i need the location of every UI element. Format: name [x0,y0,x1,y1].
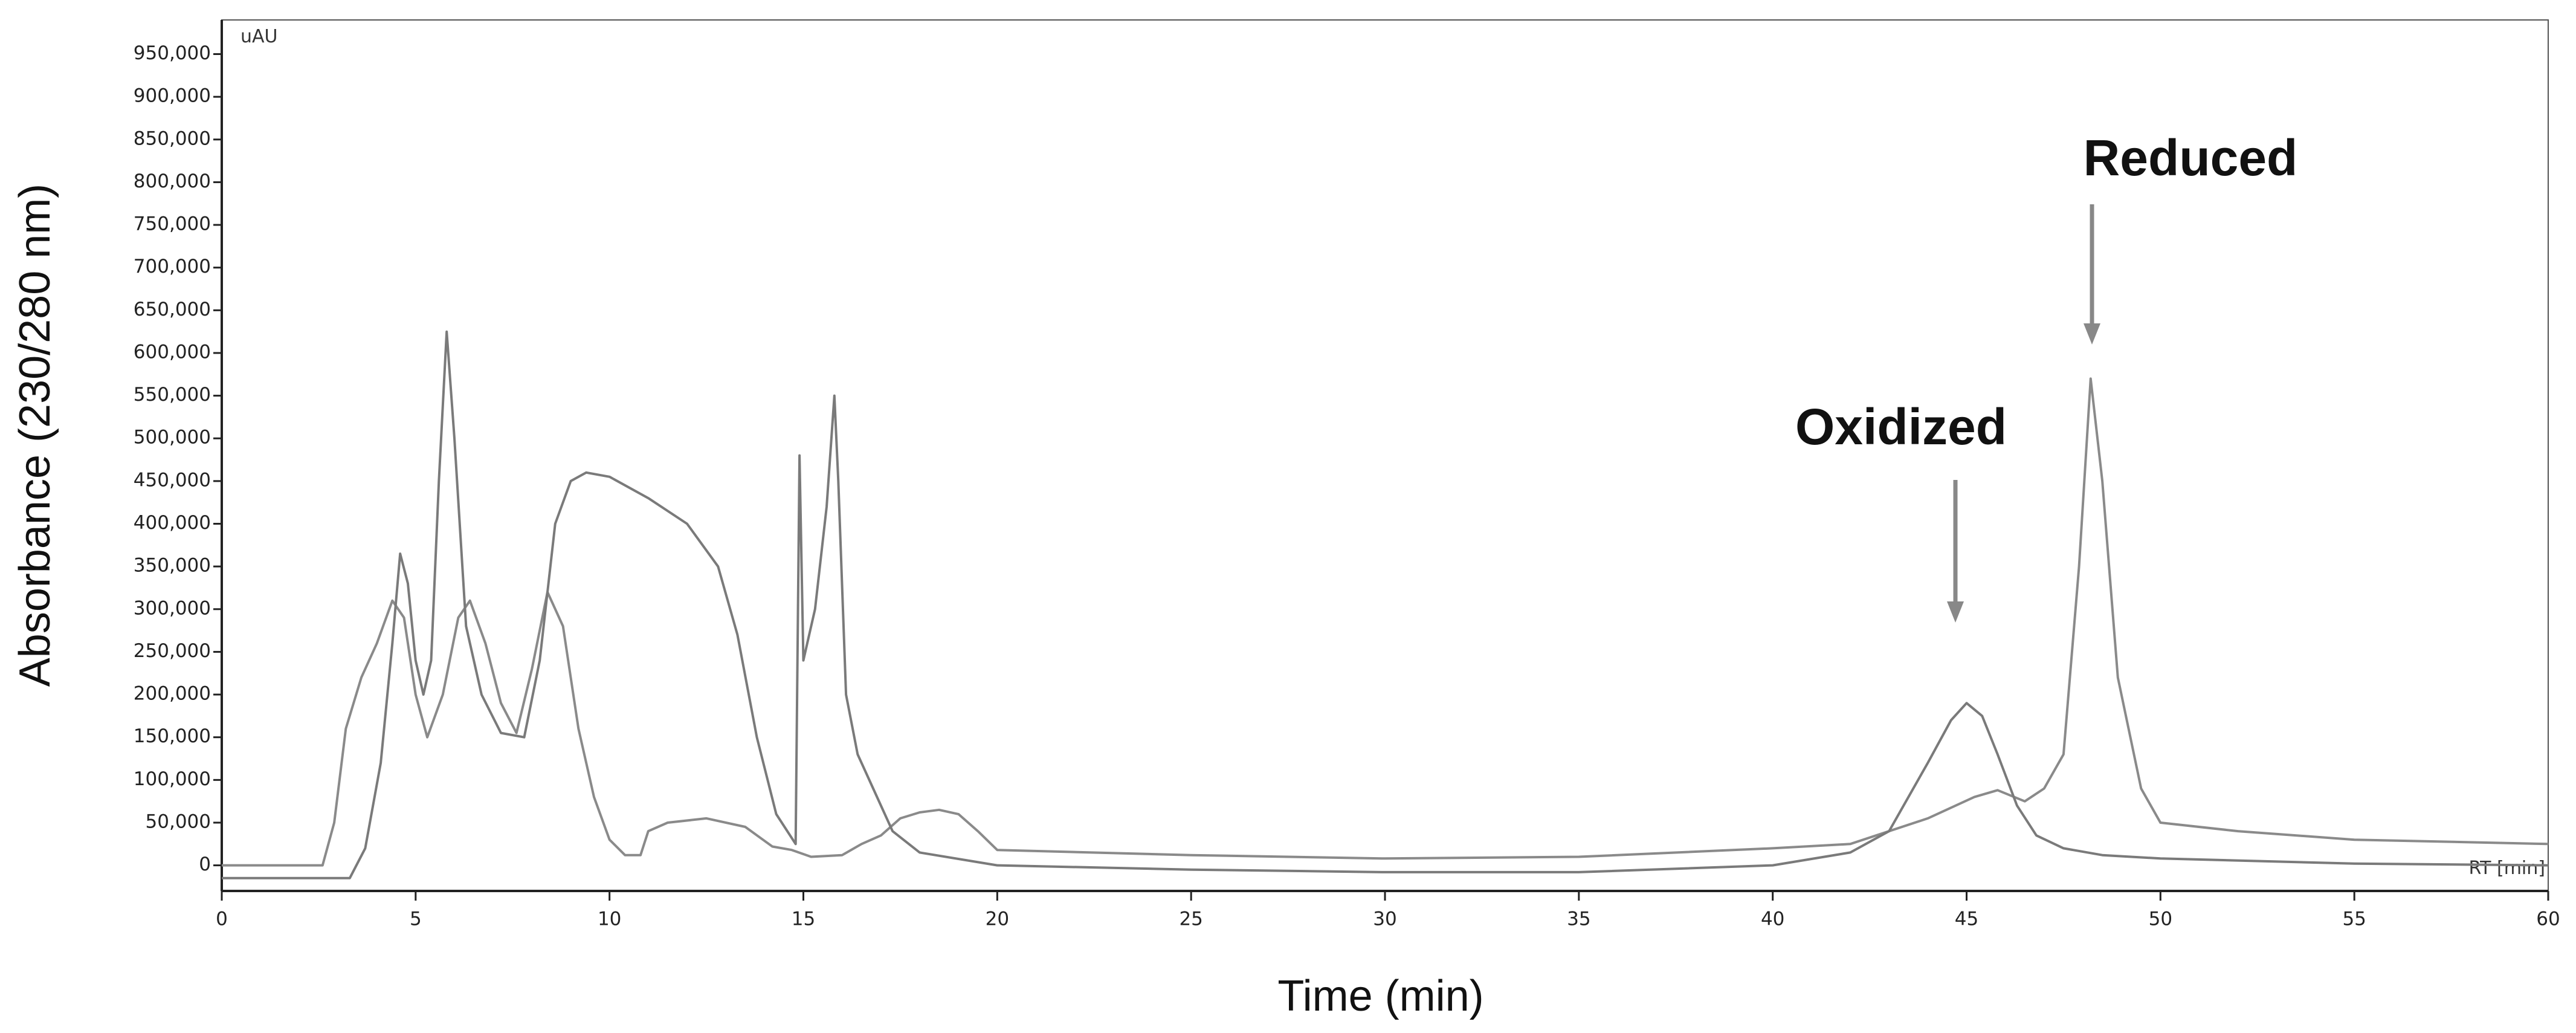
x-tick-label: 55 [2342,908,2366,930]
y-tick-label: 800,000 [134,170,211,192]
x-tick-label: 50 [2149,908,2172,930]
y-tick-label: 650,000 [134,299,211,320]
y-tick-label: 450,000 [134,469,211,491]
y-unit: uAU [240,26,278,47]
y-tick-label: 400,000 [134,512,211,534]
annotation: Oxidized [1795,398,2007,455]
y-tick-label: 100,000 [134,768,211,790]
y-tick-label: 50,000 [146,811,211,832]
chromatogram-line [222,330,2549,879]
x-tick-label: 5 [410,908,422,930]
x-tick-label: 35 [1567,908,1590,930]
y-tick-label: 950,000 [134,42,211,64]
x-tick-label: 0 [216,908,228,930]
y-tick-label: 600,000 [134,341,211,363]
plot-frame [221,19,2549,892]
x-tick-label: 30 [1373,908,1396,930]
y-axis-title: Absorbance (230/280 nm) [11,184,59,687]
x-tick-label: 10 [598,908,621,930]
chromatogram-line [222,377,2549,867]
x-tick-label: 20 [986,908,1009,930]
y-tick-label: 550,000 [134,384,211,406]
y-tick-label: 0 [199,853,211,875]
y-tick-label: 300,000 [134,597,211,619]
y-tick-label: 900,000 [134,85,211,107]
x-axis-title: Time (min) [1277,972,1483,1020]
y-tick-label: 250,000 [134,640,211,662]
y-tick-label: 850,000 [134,128,211,149]
y-tick-label: 350,000 [134,555,211,577]
y-tick-label: 200,000 [134,683,211,705]
x-unit: RT [min] [2468,858,2545,879]
annotation: Reduced [2084,129,2298,186]
x-tick-label: 45 [1955,908,1978,930]
y-tick-label: 700,000 [134,256,211,277]
arrow [1947,480,1964,623]
x-tick-label: 40 [1761,908,1784,930]
x-tick-label: 60 [2536,908,2560,930]
x-tick-label: 15 [792,908,815,930]
y-tick-label: 500,000 [134,427,211,448]
x-tick-label: 25 [1179,908,1202,930]
y-tick-label: 750,000 [134,213,211,235]
y-tick-label: 150,000 [134,725,211,747]
arrow [2084,204,2100,345]
